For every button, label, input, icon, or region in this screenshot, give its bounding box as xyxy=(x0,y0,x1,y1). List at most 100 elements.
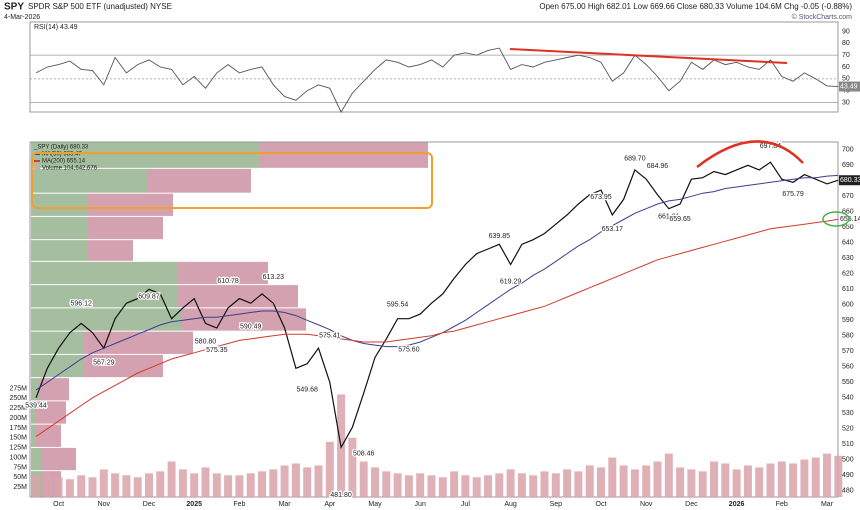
volume-bar xyxy=(789,463,798,497)
vbp-down xyxy=(41,447,76,471)
vbp-up xyxy=(31,216,88,240)
volume-bar xyxy=(585,465,594,497)
volume-bar xyxy=(811,457,820,497)
volume-bar xyxy=(450,471,459,497)
volume-bar xyxy=(348,437,357,497)
y-tick-label: 490 xyxy=(842,472,854,479)
volume-bar xyxy=(325,441,334,497)
vbp-down xyxy=(181,308,306,331)
volume-bar xyxy=(506,469,515,497)
volume-bar xyxy=(416,473,425,497)
y-tick-label: 590 xyxy=(842,317,854,324)
vbp-up xyxy=(31,424,36,447)
vbp-up xyxy=(31,142,260,168)
vbp-down xyxy=(36,401,66,424)
y-tick-label: 660 xyxy=(842,209,854,216)
last-value-tag xyxy=(839,175,860,186)
y-tick-label: 480 xyxy=(842,488,854,495)
price-annotation: 653.17 xyxy=(602,226,624,233)
quote: Open 675.00 High 682.01 Low 669.66 Close… xyxy=(539,2,852,11)
price-annotation: 689.70 xyxy=(624,156,646,163)
x-tick-label: 2026 xyxy=(729,501,745,508)
y-tick-label: 50 xyxy=(842,76,850,83)
volume-bar xyxy=(687,469,696,497)
vbp-up xyxy=(31,354,83,378)
x-tick-label: Jul xyxy=(461,501,470,508)
y-tick-label: 510 xyxy=(842,441,854,448)
volume-bar xyxy=(280,465,289,497)
volume-bar xyxy=(800,459,809,497)
price-annotation: 508.46 xyxy=(353,451,375,458)
price-annotation: 549.68 xyxy=(296,387,318,394)
volume-bar xyxy=(43,473,52,497)
vbp-down xyxy=(83,354,163,378)
price-annotation: 619.29 xyxy=(500,279,522,286)
volume-bar xyxy=(235,475,244,497)
price-annotation: 613.23 xyxy=(263,274,285,281)
volume-bar xyxy=(145,473,153,497)
volume-bar xyxy=(404,475,413,497)
price-annotation: 639.85 xyxy=(489,233,511,240)
vbp-up xyxy=(31,447,41,471)
y-tick-label: 600 xyxy=(842,302,854,309)
volume-bar xyxy=(258,471,266,497)
rsi-trendline xyxy=(509,48,788,64)
legend-label: _SPY (Daily) 680.33 xyxy=(33,145,89,151)
vbp-down xyxy=(36,424,61,447)
x-tick-label: Aug xyxy=(504,501,517,508)
y-tick-label: 540 xyxy=(842,395,854,402)
volume-bar xyxy=(54,477,63,497)
y-tick-label: 620 xyxy=(842,271,854,278)
volume-bar xyxy=(721,463,730,497)
volume-bar xyxy=(371,467,379,497)
y-tick-label: 630 xyxy=(842,255,854,262)
last-value-tag xyxy=(839,81,860,92)
x-tick-label: Sep xyxy=(550,501,563,508)
vbp-up xyxy=(31,261,178,285)
vbp-up xyxy=(31,285,178,308)
volume-bar xyxy=(382,471,391,497)
price-annotation: 684.96 xyxy=(647,163,669,170)
y-tick-label: 550 xyxy=(842,379,854,386)
volume-bar xyxy=(167,461,176,497)
vbp-up xyxy=(31,308,181,331)
vbp-down xyxy=(88,193,173,216)
x-tick-label: Oct xyxy=(53,501,64,508)
y2-tick-label: 100M xyxy=(9,454,27,461)
x-tick-label: Dec xyxy=(685,501,698,508)
y2-tick-label: 200M xyxy=(9,415,27,422)
price-annotation: 575.41 xyxy=(319,333,341,340)
volume-bar xyxy=(664,453,673,497)
y2-tick-label: 150M xyxy=(9,435,27,442)
legend-label: MA(200) 655.14 xyxy=(42,159,86,165)
volume-bar xyxy=(303,467,312,497)
volume-bar xyxy=(32,475,40,497)
date: 4-Mar-2026 xyxy=(4,14,40,21)
vbp-down xyxy=(88,240,133,261)
vbp-up xyxy=(31,240,88,261)
x-tick-label: Nov xyxy=(98,501,111,508)
price-annotation: 481.80 xyxy=(330,492,352,499)
volume-bar xyxy=(190,473,199,497)
y-tick-label: 610 xyxy=(842,286,854,293)
y2-tick-label: 25M xyxy=(13,484,27,491)
volume-bar xyxy=(122,475,131,497)
volume-bar xyxy=(551,473,560,497)
volume-bar xyxy=(574,471,583,497)
volume-bar xyxy=(732,469,741,497)
y-tick-label: 690 xyxy=(842,162,854,169)
volume-bar xyxy=(156,471,165,497)
volume-bar xyxy=(359,461,368,497)
volume-bar xyxy=(178,469,187,497)
price-annotation: 659.65 xyxy=(669,216,691,223)
last-value-label: 655.14 xyxy=(840,216,860,223)
price-line xyxy=(35,161,839,450)
legend-label: RSI(14) 43.49 xyxy=(34,24,78,31)
volume-bar xyxy=(99,469,108,497)
vbp-up xyxy=(31,168,148,193)
volume-bar xyxy=(529,475,538,497)
volume-bar xyxy=(563,469,572,497)
y-tick-label: 700 xyxy=(842,147,854,154)
y-tick-label: 640 xyxy=(842,240,854,247)
legend-label: Volume 104,642,676 xyxy=(42,166,98,172)
